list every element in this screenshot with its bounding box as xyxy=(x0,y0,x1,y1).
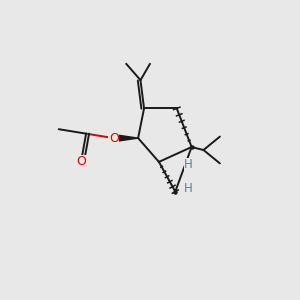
Text: H: H xyxy=(184,158,193,171)
Text: O: O xyxy=(109,132,119,145)
Polygon shape xyxy=(114,134,138,142)
Text: H: H xyxy=(184,182,193,195)
Text: O: O xyxy=(76,155,86,168)
